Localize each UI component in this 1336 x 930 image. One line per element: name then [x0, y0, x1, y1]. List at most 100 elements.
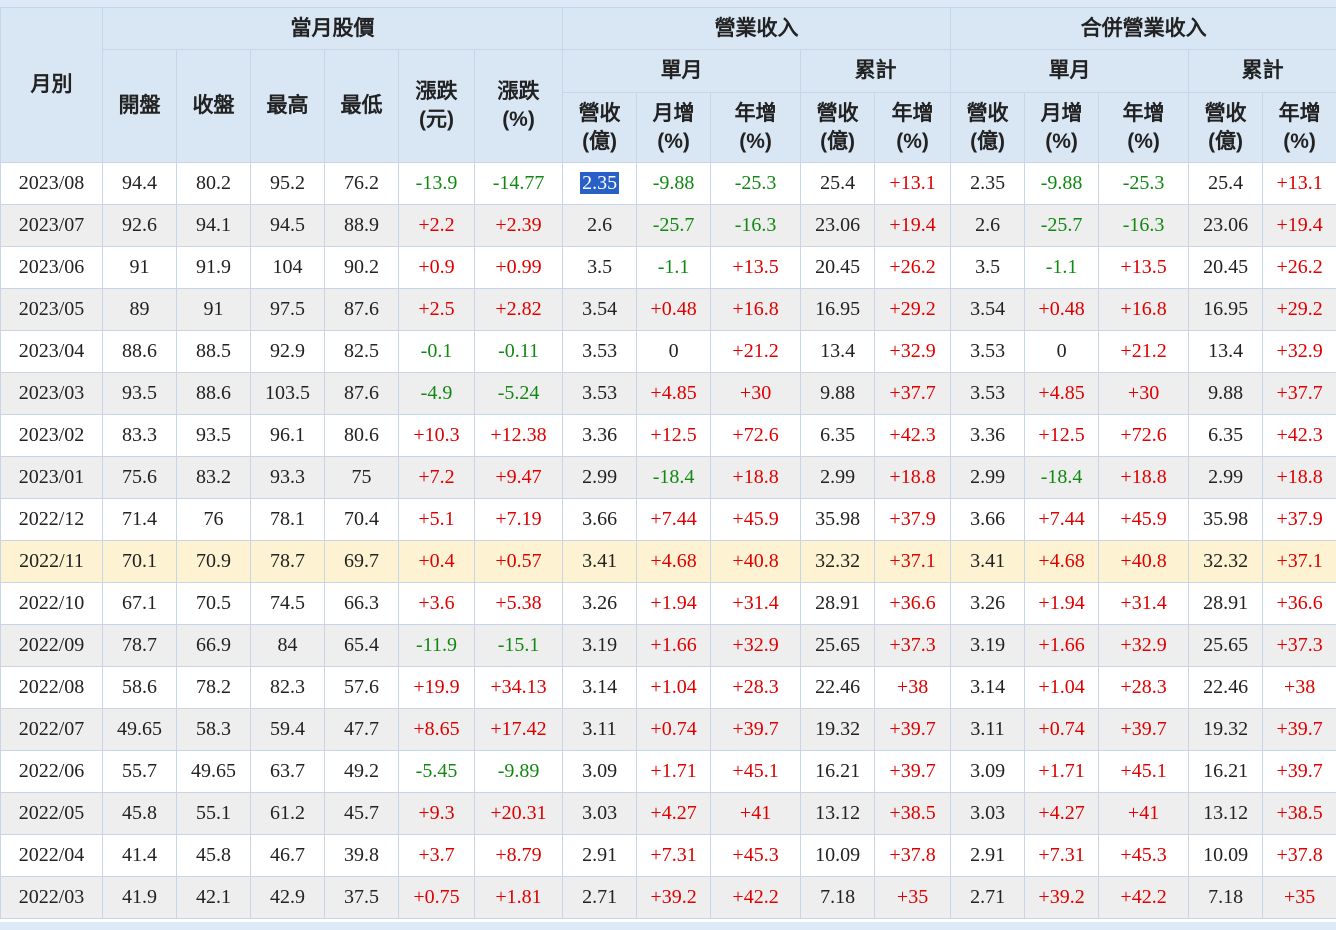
value-cell: +45.9 — [1098, 498, 1190, 541]
value-cell: 41.4 — [102, 834, 177, 877]
value-cell: 13.4 — [800, 330, 876, 373]
value-cell: 67.1 — [102, 582, 177, 625]
selected-text[interactable]: 2.35 — [580, 172, 620, 194]
value-cell: +10.3 — [398, 414, 475, 457]
value-cell: -25.3 — [1098, 162, 1190, 205]
value-cell: +32.9 — [1098, 624, 1190, 667]
value-cell: 2.99 — [562, 456, 638, 499]
value-cell: 80.2 — [176, 162, 251, 205]
value-cell: +1.94 — [1024, 582, 1100, 625]
value-cell: 78.7 — [102, 624, 177, 667]
value-cell: 6.35 — [1188, 414, 1264, 457]
col-mom-header: 月增 (%) — [636, 92, 712, 163]
value-cell: +4.85 — [1024, 372, 1100, 415]
value-cell: +20.31 — [473, 792, 564, 835]
value-cell: +45.3 — [1098, 834, 1190, 877]
value-cell: 83.3 — [102, 414, 177, 457]
table-row: 2022/09 78.7 66.9 84 65.4 -11.9 -15.1 3.19 +1.66… — [0, 624, 1336, 667]
value-cell: +45.3 — [710, 834, 802, 877]
value-cell: 3.66 — [950, 498, 1026, 541]
table-row: 2022/11 70.1 70.9 78.7 69.7 +0.4 +0.57 3.41 +4.6… — [0, 540, 1336, 583]
value-cell: 3.5 — [562, 246, 638, 289]
value-cell: 49.65 — [176, 750, 251, 793]
value-cell: +32.9 — [710, 624, 802, 667]
table-row: 2022/04 41.4 45.8 46.7 39.8 +3.7 +8.79 2.91 +7.3… — [0, 834, 1336, 877]
value-cell: +36.6 — [1262, 582, 1336, 625]
value-cell: +4.85 — [636, 372, 712, 415]
value-cell: 92.6 — [102, 204, 177, 247]
month-cell: 2022/03 — [0, 876, 103, 919]
value-cell: 25.4 — [800, 162, 876, 205]
value-cell: 6.35 — [800, 414, 876, 457]
value-cell: 39.8 — [324, 834, 399, 877]
value-cell: +16.8 — [1098, 288, 1190, 331]
value-cell: -14.77 — [473, 162, 564, 205]
col-cons-yoy-header: 年增 (%) — [1098, 92, 1190, 163]
value-cell: +8.65 — [398, 708, 475, 751]
value-cell: +39.7 — [874, 750, 952, 793]
value-cell: +0.48 — [636, 288, 712, 331]
value-cell: 23.06 — [1188, 204, 1264, 247]
value-cell: 35.98 — [800, 498, 876, 541]
month-cell: 2022/10 — [0, 582, 103, 625]
month-cell: 2022/11 — [0, 540, 103, 583]
value-cell: +30 — [1098, 372, 1190, 415]
value-cell: 76.2 — [324, 162, 399, 205]
value-cell: 35.98 — [1188, 498, 1264, 541]
value-cell: +2.82 — [473, 288, 564, 331]
value-cell: +1.71 — [1024, 750, 1100, 793]
value-cell: 2.91 — [562, 834, 638, 877]
value-cell: 45.8 — [176, 834, 251, 877]
value-cell: +0.4 — [398, 540, 475, 583]
value-cell: 25.65 — [1188, 624, 1264, 667]
value-cell: 3.41 — [562, 540, 638, 583]
value-cell: 28.91 — [1188, 582, 1264, 625]
value-cell: -4.9 — [398, 372, 475, 415]
table-row: 2023/08 94.4 80.2 95.2 76.2 -13.9 -14.77 2.35 -9… — [0, 162, 1336, 205]
value-cell: +13.5 — [710, 246, 802, 289]
value-cell: 20.45 — [800, 246, 876, 289]
value-cell: 2.35 — [950, 162, 1026, 205]
month-cell: 2023/08 — [0, 162, 103, 205]
value-cell: +0.75 — [398, 876, 475, 919]
value-cell: -5.24 — [473, 372, 564, 415]
value-cell: 65.4 — [324, 624, 399, 667]
value-cell: -16.3 — [710, 204, 802, 247]
value-cell: 76 — [176, 498, 251, 541]
month-cell: 2023/07 — [0, 204, 103, 247]
col-revenue-header: 營收 (億) — [562, 92, 638, 163]
value-cell: -5.45 — [398, 750, 475, 793]
table-row: 2023/03 93.5 88.6 103.5 87.6 -4.9 -5.24 3.53 +4.… — [0, 372, 1336, 415]
value-cell: +37.8 — [1262, 834, 1336, 877]
value-cell: 42.9 — [250, 876, 325, 919]
value-cell: 75.6 — [102, 456, 177, 499]
value-cell: 3.5 — [950, 246, 1026, 289]
value-cell: 58.3 — [176, 708, 251, 751]
value-cell: +7.44 — [636, 498, 712, 541]
value-cell: +38.5 — [1262, 792, 1336, 835]
value-cell: 45.7 — [324, 792, 399, 835]
value-cell: +13.1 — [1262, 162, 1336, 205]
value-cell: 3.66 — [562, 498, 638, 541]
value-cell: +39.7 — [874, 708, 952, 751]
value-cell: 59.4 — [250, 708, 325, 751]
value-cell: -15.1 — [473, 624, 564, 667]
value-cell: 70.5 — [176, 582, 251, 625]
value-cell: +18.8 — [710, 456, 802, 499]
value-cell: 63.7 — [250, 750, 325, 793]
value-cell: 3.14 — [950, 666, 1026, 709]
value-cell: 7.18 — [800, 876, 876, 919]
value-cell: +19.9 — [398, 666, 475, 709]
value-cell: 94.4 — [102, 162, 177, 205]
value-cell: +29.2 — [874, 288, 952, 331]
col-cum-yoy-header: 年增 (%) — [874, 92, 952, 163]
value-cell: 70.4 — [324, 498, 399, 541]
value-cell: 16.21 — [800, 750, 876, 793]
col-high-header: 最高 — [250, 49, 325, 163]
col-low-header: 最低 — [324, 49, 399, 163]
value-cell: 3.41 — [950, 540, 1026, 583]
value-cell: +1.66 — [636, 624, 712, 667]
month-cell: 2023/01 — [0, 456, 103, 499]
value-cell: -9.89 — [473, 750, 564, 793]
value-cell: +32.9 — [874, 330, 952, 373]
